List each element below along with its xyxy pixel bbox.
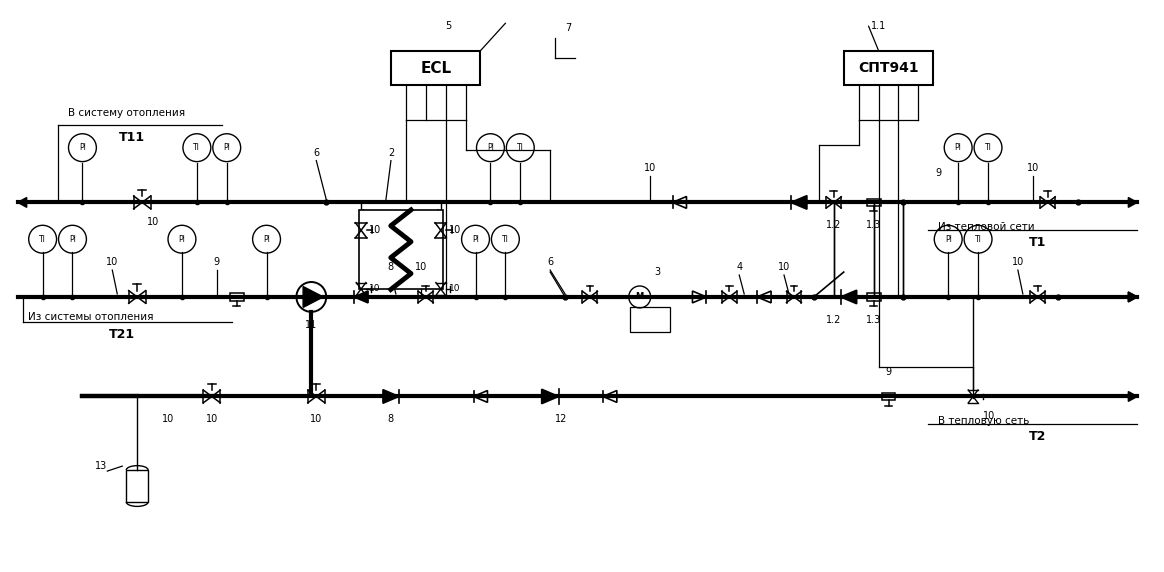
- Text: 2: 2: [388, 148, 395, 158]
- Polygon shape: [1128, 197, 1137, 207]
- Text: 10: 10: [778, 262, 790, 272]
- Text: 10: 10: [448, 225, 461, 235]
- Text: TI: TI: [985, 143, 992, 152]
- Text: 3: 3: [654, 267, 661, 277]
- Polygon shape: [1128, 392, 1137, 402]
- Text: 12: 12: [555, 414, 568, 424]
- Polygon shape: [792, 196, 807, 209]
- Bar: [867, 293, 880, 301]
- Text: 5: 5: [446, 21, 452, 31]
- Text: 10: 10: [1012, 257, 1024, 267]
- Text: 13: 13: [95, 461, 107, 471]
- Polygon shape: [383, 390, 399, 403]
- Text: 6: 6: [547, 257, 553, 267]
- Bar: [229, 293, 243, 301]
- Polygon shape: [303, 287, 324, 307]
- Text: 7: 7: [565, 23, 572, 33]
- Text: 1.2: 1.2: [826, 315, 842, 325]
- Text: 9: 9: [886, 367, 892, 376]
- Text: 10: 10: [644, 162, 655, 173]
- Text: 8: 8: [388, 414, 393, 424]
- Polygon shape: [354, 291, 368, 303]
- Text: СПТ941: СПТ941: [858, 61, 918, 75]
- Text: PI: PI: [223, 143, 230, 152]
- Text: 10: 10: [414, 262, 427, 272]
- Bar: [391, 51, 481, 85]
- Bar: [630, 307, 669, 332]
- Text: 9: 9: [935, 168, 942, 177]
- Text: 10: 10: [448, 284, 460, 293]
- Text: PI: PI: [473, 235, 478, 244]
- Polygon shape: [840, 290, 857, 304]
- Text: T21: T21: [109, 328, 135, 341]
- Text: 10: 10: [984, 411, 995, 422]
- Text: 4: 4: [736, 262, 743, 272]
- Text: Из тепловой сети: Из тепловой сети: [938, 223, 1035, 232]
- Text: PI: PI: [954, 143, 961, 152]
- Text: PI: PI: [178, 235, 185, 244]
- Bar: [844, 51, 934, 85]
- Polygon shape: [1128, 292, 1137, 302]
- Bar: [126, 470, 148, 502]
- Text: TI: TI: [193, 143, 200, 152]
- Text: В тепловую сеть: В тепловую сеть: [938, 416, 1030, 426]
- Text: 10: 10: [1027, 162, 1039, 173]
- Text: 6: 6: [313, 148, 319, 158]
- Text: 1.2: 1.2: [826, 220, 842, 231]
- Polygon shape: [541, 390, 559, 404]
- Text: 11: 11: [305, 320, 318, 330]
- Text: TI: TI: [40, 235, 47, 244]
- Text: TI: TI: [974, 235, 981, 244]
- Text: PI: PI: [487, 143, 494, 152]
- Text: 1.1: 1.1: [871, 21, 886, 31]
- Text: 10: 10: [147, 217, 159, 227]
- Polygon shape: [17, 197, 27, 207]
- Text: В систему отопления: В систему отопления: [68, 108, 185, 118]
- Bar: [359, 210, 443, 289]
- Text: 1.3: 1.3: [866, 220, 881, 231]
- Text: T11: T11: [119, 131, 146, 144]
- Text: 1.3: 1.3: [866, 315, 881, 325]
- Text: TI: TI: [517, 143, 524, 152]
- Text: PI: PI: [79, 143, 86, 152]
- Bar: [881, 392, 895, 400]
- Text: 10: 10: [106, 257, 119, 267]
- Text: 10: 10: [162, 414, 175, 424]
- Text: PI: PI: [945, 235, 952, 244]
- Text: PI: PI: [69, 235, 76, 244]
- Text: PI: PI: [263, 235, 270, 244]
- Text: T2: T2: [1029, 430, 1046, 443]
- Text: ECL: ECL: [420, 61, 452, 76]
- Text: Из системы отопления: Из системы отопления: [28, 312, 154, 322]
- Bar: [867, 198, 880, 206]
- Text: 8: 8: [388, 262, 393, 272]
- Text: M: M: [636, 292, 644, 301]
- Polygon shape: [1128, 292, 1137, 302]
- Text: 10: 10: [369, 284, 381, 293]
- Text: 10: 10: [310, 414, 322, 424]
- Text: T1: T1: [1029, 236, 1046, 249]
- Text: TI: TI: [502, 235, 509, 244]
- Text: 10: 10: [206, 414, 218, 424]
- Text: 9: 9: [214, 257, 220, 267]
- Text: 10: 10: [369, 225, 382, 235]
